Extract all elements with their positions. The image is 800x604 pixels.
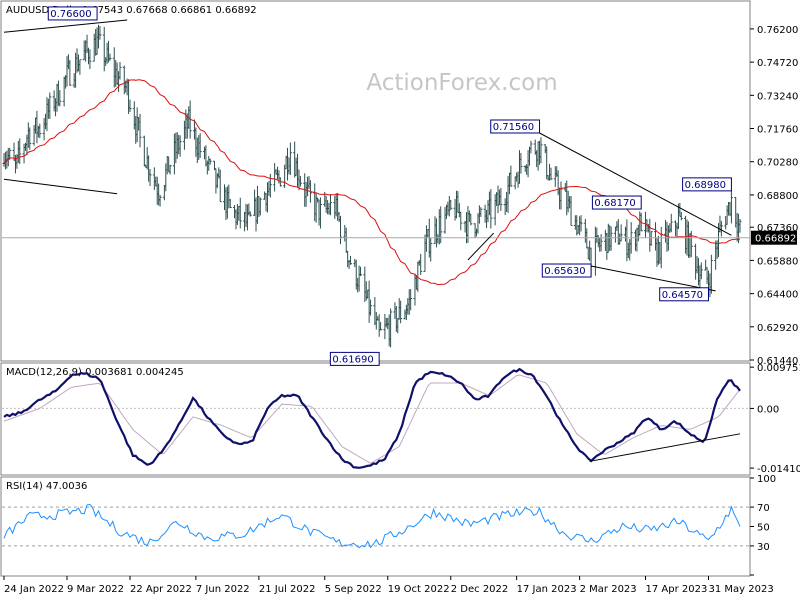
- annotation-box: [47, 6, 98, 21]
- x-tick-label: 31 May 2023: [708, 584, 773, 595]
- macd-layer: [2, 367, 750, 469]
- x-tick-label: 19 Oct 2022: [388, 584, 450, 595]
- rsi-ytick-label: 50: [757, 523, 770, 534]
- rsi-title: RSI(14) 47.0036: [6, 481, 87, 492]
- rsi-ytick-label: 100: [757, 474, 776, 485]
- x-tick-label: 21 Jul 2022: [259, 584, 316, 595]
- rsi-layer: [2, 503, 750, 549]
- price-trendline: [3, 19, 128, 33]
- annotation-box: [490, 119, 541, 134]
- axis-layer: 0.76200 0.74720 0.73240 0.71760 0.70280 0.688…: [3, 25, 800, 595]
- ohlc-values: 0.67543 0.67668 0.66861 0.66892: [82, 5, 257, 16]
- price-ytick-label: 0.64400: [757, 290, 798, 301]
- annotation-box: [682, 177, 732, 192]
- x-tick-label: 9 Mar 2022: [67, 584, 124, 595]
- x-tick-label: 2 Dec 2022: [451, 584, 509, 595]
- price-ytick-label: 0.61440: [757, 356, 798, 367]
- rsi-line: [3, 503, 741, 549]
- watermark: ActionForex.com: [366, 70, 557, 96]
- annotation-box: [541, 263, 592, 278]
- rsi-ytick-label: 30: [757, 542, 770, 553]
- price-ytick-label: 0.71760: [757, 125, 798, 136]
- price-trendline: [467, 232, 495, 261]
- annotation-label: 0.64570: [662, 290, 703, 301]
- last-price-box: [751, 230, 797, 245]
- annotation-label: 0.76600: [50, 9, 91, 20]
- annotation-label: 0.61690: [332, 354, 373, 365]
- price-ytick-label: 0.67360: [757, 223, 798, 234]
- annotation-box: [329, 351, 380, 366]
- price-ytick-label: 0.76200: [757, 25, 798, 36]
- annotation-label: 0.68980: [685, 180, 726, 191]
- price-ytick-label: 0.70280: [757, 158, 798, 169]
- price-ytick-label: 0.68800: [757, 191, 798, 202]
- macd-trendline: [589, 433, 741, 462]
- x-tick-label: 2 Mar 2023: [580, 584, 637, 595]
- x-tick-label: 5 Sep 2022: [325, 584, 382, 595]
- price-trendline: [3, 178, 118, 195]
- price-trendline: [539, 132, 732, 236]
- macd-title: MACD(12,26,9) 0.003681 0.004245: [6, 367, 184, 378]
- last-price-label: 0.66892: [755, 234, 796, 245]
- annotation-label: 0.71560: [493, 122, 534, 133]
- annotation-box: [591, 195, 642, 210]
- annotation-box: [659, 287, 709, 302]
- macd-ytick-label: 0.009751: [757, 363, 800, 374]
- x-tick-label: 22 Apr 2022: [130, 584, 192, 595]
- annotation-label: 0.68170: [594, 198, 635, 209]
- x-tick-label: 17 Jan 2023: [517, 584, 577, 595]
- x-tick-label: 17 Apr 2023: [645, 584, 707, 595]
- macd-ytick-label: -0.014107: [757, 464, 800, 475]
- price-ytick-label: 0.62920: [757, 323, 798, 334]
- macd-line: [3, 367, 741, 469]
- macd-ytick-label: 0.00: [757, 404, 779, 415]
- price-trendline: [590, 265, 716, 292]
- symbol-label: AUDUSD,Daily: [6, 5, 78, 16]
- macd-signal-line: [3, 374, 741, 464]
- price-layer: 0.76600 0.61690 0.71560 0.65630 0.68170 0.645…: [2, 6, 750, 366]
- x-tick-label: 24 Jan 2022: [4, 584, 64, 595]
- price-ytick-label: 0.74720: [757, 58, 798, 69]
- price-ytick-label: 0.65880: [757, 256, 798, 267]
- price-chart-title: AUDUSD,Daily 0.67543 0.67668 0.66861 0.66…: [6, 5, 257, 16]
- x-tick-label: 7 Jun 2022: [196, 584, 250, 595]
- rsi-ytick-label: 70: [757, 503, 770, 514]
- annotation-label: 0.65630: [544, 266, 585, 277]
- price-ytick-label: 0.73240: [757, 91, 798, 102]
